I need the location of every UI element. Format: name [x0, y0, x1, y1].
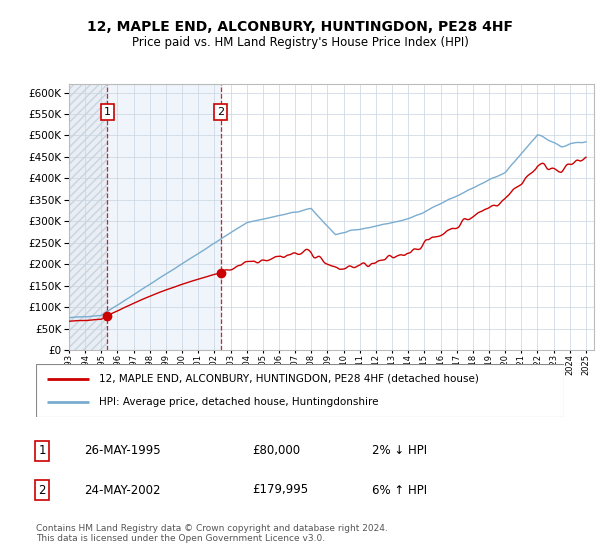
Text: 6% ↑ HPI: 6% ↑ HPI: [372, 483, 427, 497]
Text: HPI: Average price, detached house, Huntingdonshire: HPI: Average price, detached house, Hunt…: [100, 397, 379, 407]
Text: 1: 1: [38, 444, 46, 458]
FancyBboxPatch shape: [36, 364, 564, 417]
Text: Contains HM Land Registry data © Crown copyright and database right 2024.
This d: Contains HM Land Registry data © Crown c…: [36, 524, 388, 543]
Text: 1: 1: [104, 107, 111, 117]
Text: £179,995: £179,995: [252, 483, 308, 497]
Text: Price paid vs. HM Land Registry's House Price Index (HPI): Price paid vs. HM Land Registry's House …: [131, 36, 469, 49]
Text: 12, MAPLE END, ALCONBURY, HUNTINGDON, PE28 4HF (detached house): 12, MAPLE END, ALCONBURY, HUNTINGDON, PE…: [100, 374, 479, 384]
Bar: [107, 84, 221, 350]
Text: 12, MAPLE END, ALCONBURY, HUNTINGDON, PE28 4HF: 12, MAPLE END, ALCONBURY, HUNTINGDON, PE…: [87, 20, 513, 34]
Text: 2% ↓ HPI: 2% ↓ HPI: [372, 444, 427, 458]
Text: 2: 2: [38, 483, 46, 497]
Text: 26-MAY-1995: 26-MAY-1995: [84, 444, 161, 458]
Text: 24-MAY-2002: 24-MAY-2002: [84, 483, 161, 497]
Text: £80,000: £80,000: [252, 444, 300, 458]
Bar: [69, 84, 107, 350]
Text: 2: 2: [217, 107, 224, 117]
